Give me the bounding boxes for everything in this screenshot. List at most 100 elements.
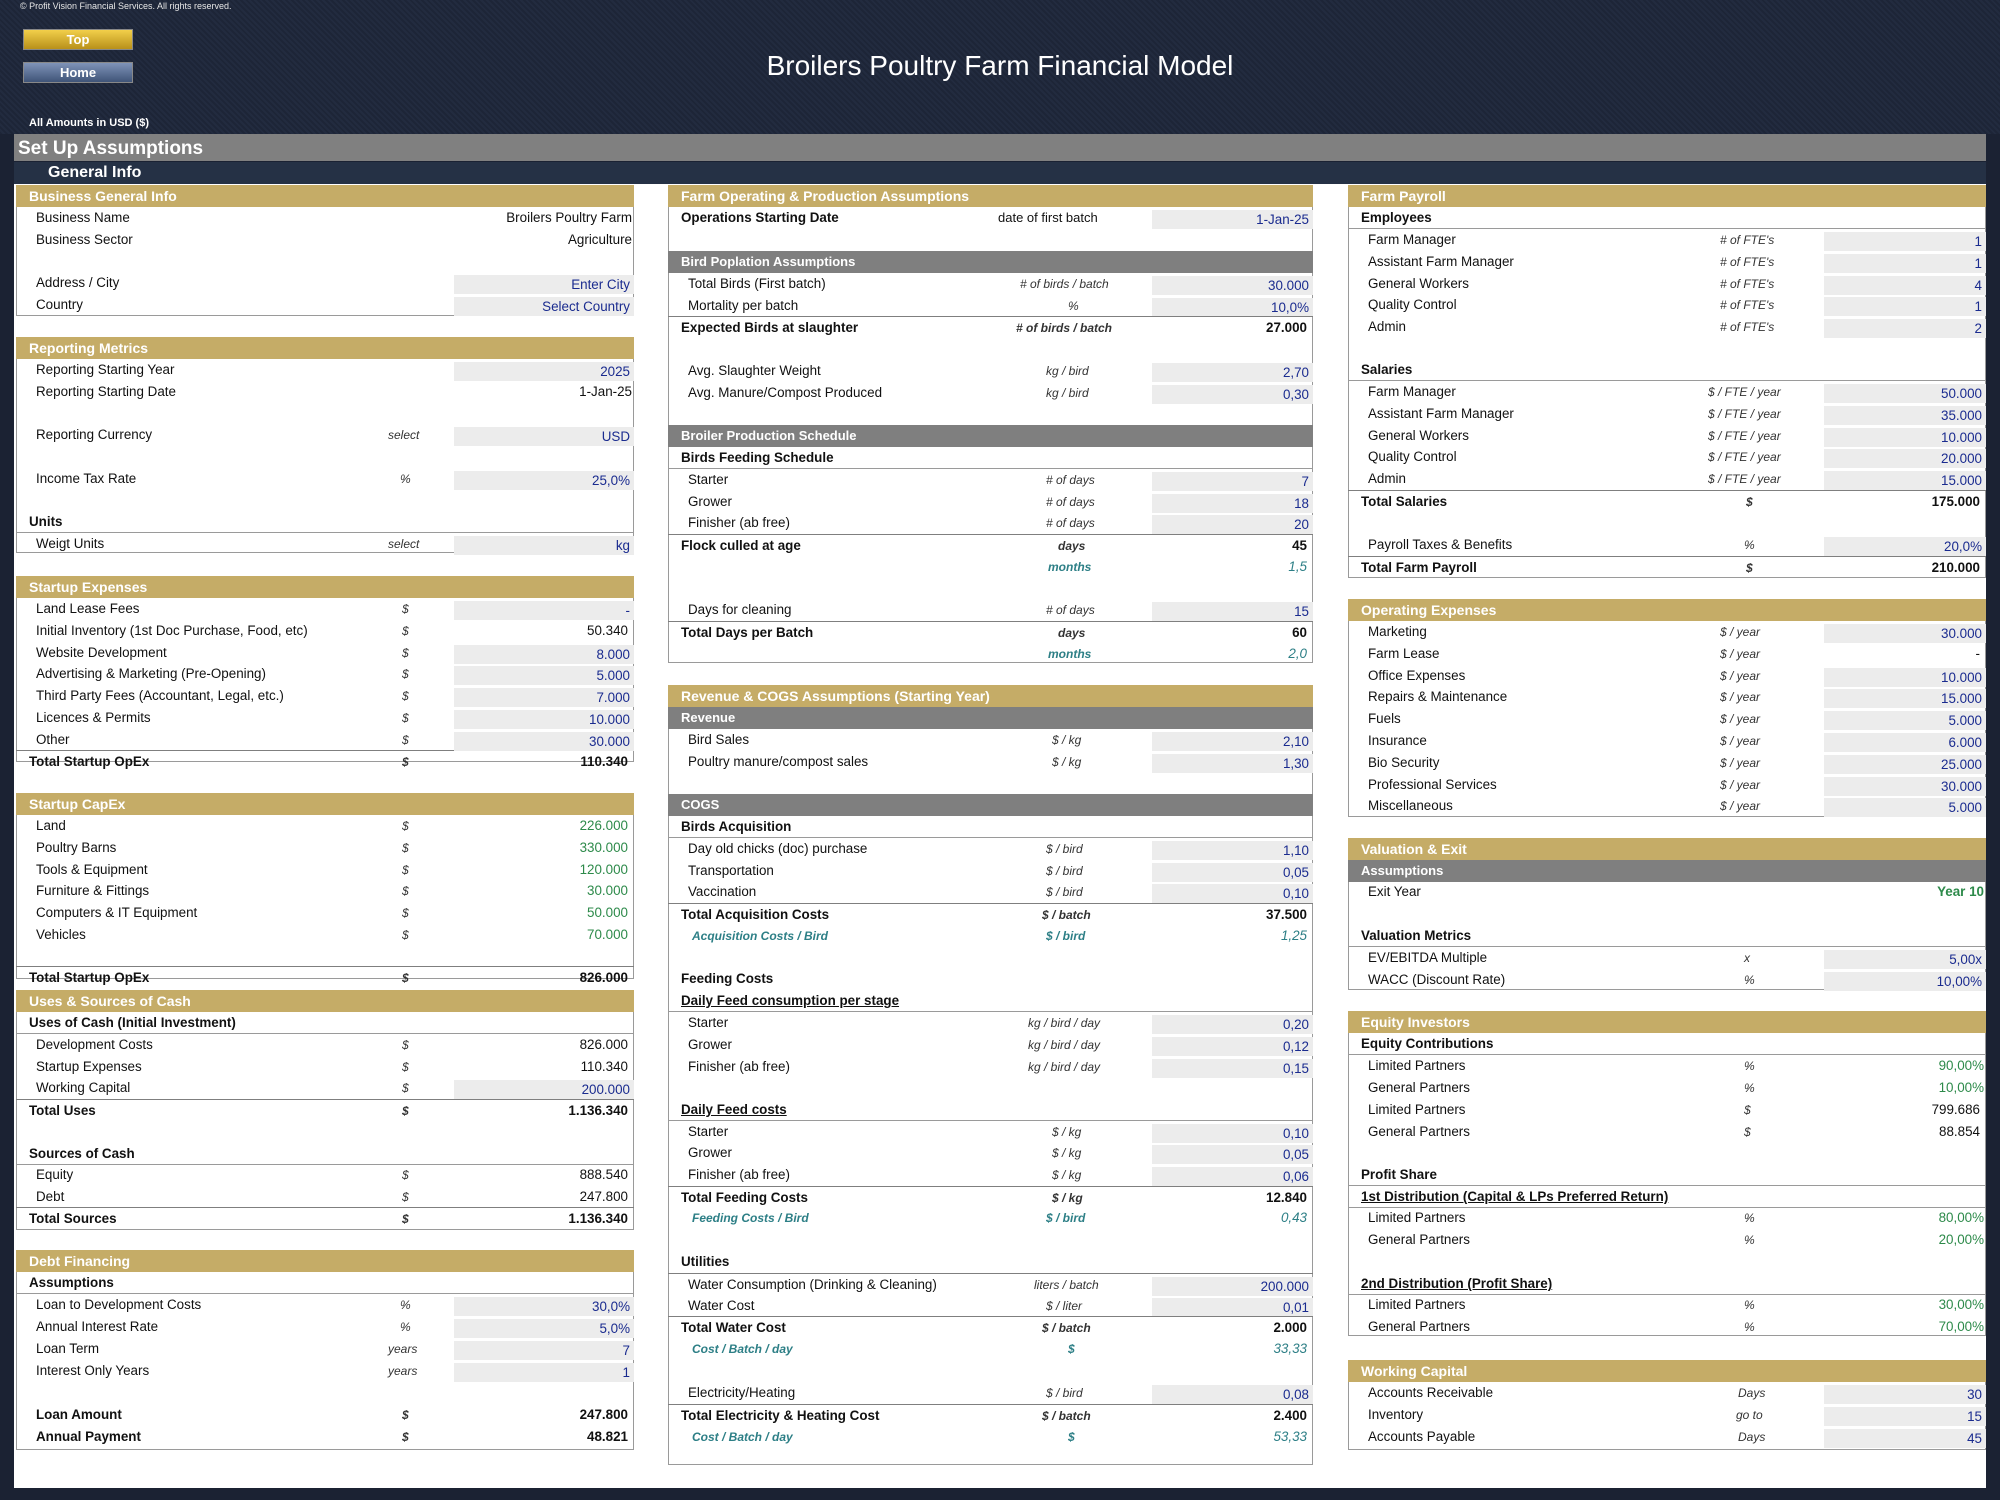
- doc-purchase-input[interactable]: 1,10: [1152, 841, 1313, 860]
- home-button[interactable]: Home: [23, 62, 133, 83]
- employee-row-value[interactable]: 1: [1824, 232, 1986, 251]
- feed-price-grower-input[interactable]: 0,05: [1152, 1145, 1313, 1164]
- salary-row: General Workers $ / FTE / year 10.000: [1348, 425, 1986, 447]
- bird-sales-input[interactable]: 2,10: [1152, 732, 1313, 751]
- d2-lp-input[interactable]: 30,00%: [1938, 1297, 1984, 1312]
- employee-row-value[interactable]: 2: [1824, 319, 1986, 339]
- wacc-input[interactable]: 10,00%: [1824, 972, 1986, 991]
- feeding-costs-heading: Feeding Costs: [681, 971, 774, 986]
- ops-start-input[interactable]: 1-Jan-25: [1152, 210, 1313, 229]
- tax-input[interactable]: 25,0%: [454, 471, 634, 490]
- feed-cons-finisher-input[interactable]: 0,15: [1152, 1059, 1313, 1078]
- feed-price-starter-input[interactable]: 0,10: [1152, 1124, 1313, 1143]
- salary-row-value[interactable]: 20.000: [1824, 449, 1986, 469]
- feed-cons-grower-input[interactable]: 0,12: [1152, 1037, 1313, 1056]
- opex-row-value[interactable]: 5.000: [1824, 711, 1986, 731]
- box-valuation: [1348, 838, 1986, 990]
- loan-to-dev-input[interactable]: 30,0%: [454, 1297, 634, 1316]
- gp-pct-input[interactable]: 10,00%: [1938, 1080, 1984, 1095]
- rep-year-input[interactable]: 2025: [454, 362, 634, 381]
- employee-row-value[interactable]: 4: [1824, 275, 1986, 295]
- startup-expense-row-value[interactable]: 7.000: [454, 688, 634, 708]
- d2-gp-input[interactable]: 70,00%: [1938, 1319, 1984, 1334]
- startup-capex-row-value[interactable]: 226.000: [579, 818, 628, 833]
- startup-capex-row-value[interactable]: 30.000: [587, 883, 628, 899]
- weight-select[interactable]: kg: [454, 536, 634, 555]
- electricity-input[interactable]: 0,08: [1152, 1385, 1313, 1404]
- cleaning-days-input[interactable]: 15: [1152, 602, 1313, 621]
- total-birds-input[interactable]: 30.000: [1152, 276, 1313, 295]
- header-equity-investors: Equity Investors: [1348, 1011, 1986, 1033]
- exit-year-select[interactable]: Year 10: [1937, 884, 1984, 899]
- business-name-cell[interactable]: Broilers Poultry Farm: [506, 210, 632, 225]
- total-water-value: 2.000: [1273, 1320, 1307, 1335]
- total-sources-label: Total Sources: [29, 1211, 117, 1226]
- feed-cons-starter-input[interactable]: 0,20: [1152, 1015, 1313, 1034]
- opex-row-value[interactable]: 30.000: [1824, 624, 1986, 643]
- unit-dollar: $: [402, 1408, 409, 1422]
- mortality-input[interactable]: 10,0%: [1152, 298, 1313, 317]
- top-button[interactable]: Top: [23, 29, 133, 50]
- loan-term-input[interactable]: 7: [454, 1341, 634, 1360]
- startup-capex-row-value[interactable]: 70.000: [587, 927, 628, 942]
- water-cost-input[interactable]: 0,01: [1152, 1298, 1313, 1317]
- address-input[interactable]: Enter City: [454, 275, 634, 294]
- business-sector-cell[interactable]: Agriculture: [567, 232, 632, 247]
- water-consumption-input[interactable]: 200.000: [1152, 1277, 1313, 1296]
- opex-row-value[interactable]: 30.000: [1824, 776, 1986, 796]
- d1-gp-input[interactable]: 20,00%: [1938, 1232, 1984, 1247]
- payroll-taxes-input[interactable]: 20,0%: [1824, 537, 1986, 556]
- startup-capex-row-value[interactable]: 120.000: [579, 861, 628, 877]
- finisher-days-input[interactable]: 20: [1152, 515, 1313, 534]
- opex-row-value[interactable]: 5.000: [1824, 798, 1986, 818]
- opex-row: Farm Lease $ / year -: [1348, 643, 1986, 665]
- equity-contrib-heading: Equity Contributions: [1361, 1036, 1494, 1051]
- employee-row-value[interactable]: 1: [1824, 253, 1986, 273]
- working-capital-input[interactable]: 200.000: [454, 1080, 634, 1099]
- salary-row-value[interactable]: 50.000: [1824, 384, 1986, 403]
- manure-sales-input[interactable]: 1,30: [1152, 754, 1313, 773]
- salary-row-value[interactable]: 10.000: [1824, 427, 1986, 447]
- total-salaries-value: 175.000: [1931, 494, 1980, 509]
- manure-produced-input[interactable]: 0,30: [1152, 385, 1313, 404]
- opex-row-value[interactable]: 15.000: [1824, 689, 1986, 709]
- opex-row-value[interactable]: 10.000: [1824, 667, 1986, 687]
- lp-pct-input[interactable]: 90,00%: [1938, 1058, 1984, 1073]
- employee-row-label: Farm Manager: [1368, 232, 1456, 247]
- interest-rate-input[interactable]: 5,0%: [454, 1319, 634, 1338]
- slaughter-weight-input[interactable]: 2,70: [1152, 363, 1313, 382]
- startup-expense-row-value[interactable]: 8.000: [454, 644, 634, 664]
- interest-only-input[interactable]: 1: [454, 1363, 634, 1382]
- unit-months: months: [1048, 560, 1092, 574]
- transportation-input[interactable]: 0,05: [1152, 863, 1313, 882]
- gp-label: General Partners: [1368, 1232, 1470, 1247]
- copyright-text: © Profit Vision Financial Services. All …: [20, 1, 232, 11]
- startup-expense-row-value[interactable]: 10.000: [454, 710, 634, 729]
- startup-expense-row-value[interactable]: -: [454, 601, 634, 620]
- unit-per-kg: $ / kg: [1052, 1125, 1082, 1139]
- salary-row-value[interactable]: 35.000: [1824, 405, 1986, 425]
- employee-row-value[interactable]: 1: [1824, 297, 1986, 317]
- opex-row-value[interactable]: 25.000: [1824, 754, 1986, 774]
- startup-expense-row-value[interactable]: 30.000: [454, 731, 634, 751]
- ev-ebitda-input[interactable]: 5,00x: [1824, 950, 1986, 969]
- startup-capex-row-value[interactable]: 330.000: [579, 839, 628, 855]
- country-select[interactable]: Select Country: [454, 297, 634, 316]
- vaccination-input[interactable]: 0,10: [1152, 884, 1313, 903]
- ar-input[interactable]: 30: [1824, 1385, 1986, 1404]
- startup-expense-row-value[interactable]: 5.000: [454, 666, 634, 686]
- ap-input[interactable]: 45: [1824, 1429, 1986, 1448]
- ev-ebitda-label: EV/EBITDA Multiple: [1368, 950, 1488, 965]
- startup-capex-row-value[interactable]: 50.000: [587, 905, 628, 921]
- salary-row-value[interactable]: 15.000: [1824, 471, 1986, 491]
- starter-days-input[interactable]: 7: [1152, 472, 1313, 491]
- inventory-input[interactable]: 15: [1824, 1407, 1986, 1426]
- opex-row-value[interactable]: 6.000: [1824, 733, 1986, 752]
- rep-currency-select[interactable]: USD: [454, 427, 634, 446]
- feed-costs-heading: Daily Feed costs: [681, 1102, 787, 1117]
- grower-days-input[interactable]: 18: [1152, 494, 1313, 513]
- rep-date-cell[interactable]: 1-Jan-25: [579, 384, 632, 399]
- d1-lp-input[interactable]: 80,00%: [1938, 1210, 1984, 1225]
- feed-price-finisher-input[interactable]: 0,06: [1152, 1167, 1313, 1186]
- startup-expense-row: Advertising & Marketing (Pre-Opening) $5.…: [16, 663, 634, 686]
